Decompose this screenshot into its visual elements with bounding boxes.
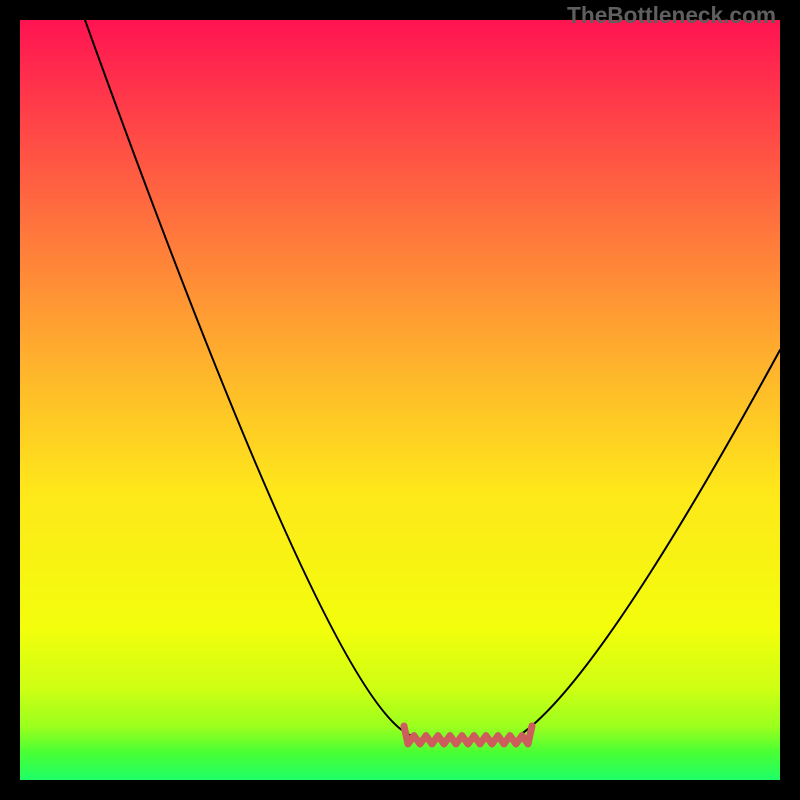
frame-border-left [0,0,20,800]
chart-container: TheBottleneck.com [0,0,800,800]
gradient-background [20,20,780,780]
frame-border-bottom [0,780,800,800]
plot-area [20,20,780,780]
frame-border-right [780,0,800,800]
watermark-text: TheBottleneck.com [567,2,776,29]
